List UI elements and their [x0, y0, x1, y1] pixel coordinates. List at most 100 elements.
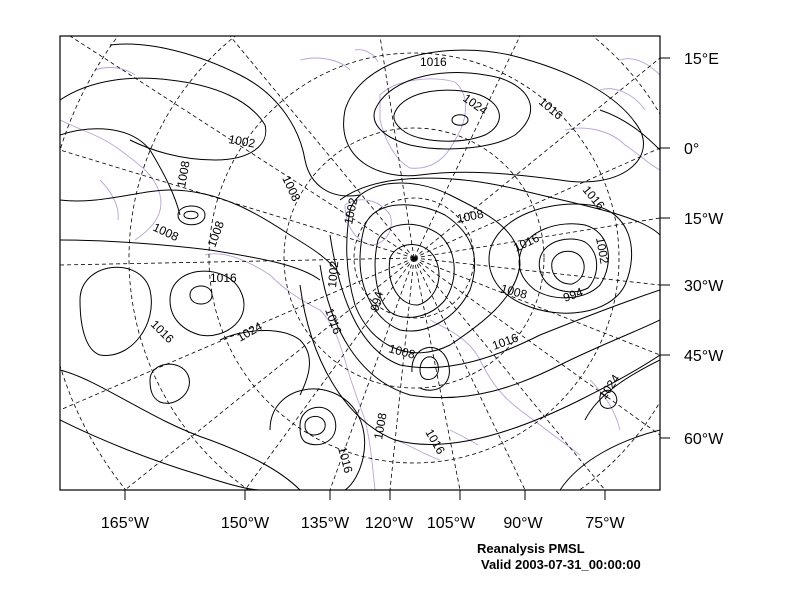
contour-line: [488, 203, 633, 314]
meridian-line: [379, 36, 415, 259]
contour-line: [374, 223, 455, 318]
lon-label-150w: 150°W: [221, 515, 270, 532]
contour-label: 994: [561, 285, 585, 305]
graticule: [60, 36, 660, 490]
meridian-line: [413, 257, 660, 436]
contour-line: [60, 189, 341, 276]
contour-line: [60, 369, 301, 490]
coastline-europe: [564, 58, 660, 171]
contour-line: [269, 388, 365, 490]
meridian-line: [329, 257, 415, 490]
contour-line: [299, 406, 337, 446]
lon-label-105w: 105°W: [427, 515, 476, 532]
contour-line: [79, 266, 152, 356]
contour-line: [451, 114, 469, 126]
contour-label: 994: [367, 289, 386, 312]
contour-line: [343, 49, 644, 183]
parallel-circle: [208, 52, 620, 464]
parallel-circle: [60, 36, 127, 490]
contour-label: 1008: [174, 159, 192, 188]
contour-line: [219, 330, 310, 396]
contour-label: 1008: [499, 281, 529, 302]
contour-line: [346, 182, 521, 354]
meridian-line: [413, 36, 521, 259]
lat-labels: 15°E 0° 15°W 30°W 45°W 60°W: [684, 51, 724, 448]
contour-line: [60, 239, 321, 281]
contour-line: [599, 109, 660, 151]
contour-line: [518, 223, 609, 299]
contour-line: [60, 128, 181, 216]
lon-labels: 165°W 150°W 135°W 120°W 105°W 90°W 75°W: [101, 515, 626, 532]
contour-line: [189, 285, 213, 305]
contour-label: 1024: [596, 372, 623, 402]
contour-line: [183, 210, 199, 220]
contour-line: [60, 77, 267, 161]
contour-line: [109, 43, 361, 197]
coastline-greenland: [379, 78, 466, 169]
contour-label: 1016: [210, 271, 237, 285]
lon-ticks: [124, 490, 606, 500]
contour-line: [559, 429, 660, 490]
meridian-line: [124, 257, 415, 490]
contour-label: 1002: [325, 260, 341, 288]
contour-line: [584, 359, 660, 421]
meridian-line: [229, 36, 415, 259]
contour-line: [319, 264, 660, 399]
contour-line: [329, 234, 660, 369]
contour-label: 1016: [420, 55, 447, 69]
contour-label: 1002: [341, 196, 360, 225]
meridian-line: [389, 257, 415, 490]
contour-label: 1016: [335, 445, 356, 475]
coastline-north-islands: [94, 49, 379, 76]
coastline-hudson: [344, 199, 392, 246]
contour-line: [359, 204, 476, 332]
contour-label: 1008: [387, 341, 417, 362]
contour-line: [599, 389, 618, 409]
coastline-east-shore: [429, 319, 621, 456]
meridian-line: [413, 257, 606, 490]
contour-line: [419, 356, 439, 380]
valid-time: Valid 2003-07-31_00:00:00: [481, 557, 641, 572]
contour-line: [411, 346, 450, 391]
meridian-line: [413, 257, 660, 356]
meridian-line: [413, 257, 526, 490]
lon-label-165w: 165°W: [101, 515, 150, 532]
pressure-contours: [60, 43, 660, 490]
parallel-circle: [283, 127, 545, 389]
contour-label: 1024: [235, 319, 265, 345]
contour-label: 1008: [279, 173, 303, 203]
meridian-line: [413, 257, 461, 490]
contour-line: [388, 244, 440, 306]
contour-line: [393, 89, 500, 142]
lat-label-45w: 45°W: [684, 348, 724, 365]
lon-label-120w: 120°W: [365, 515, 414, 532]
contour-line: [304, 416, 326, 436]
contour-label: 1016: [536, 95, 566, 123]
lat-label-0: 0°: [684, 141, 699, 158]
lat-label-15e: 15°E: [684, 51, 719, 68]
meridian-line: [69, 36, 415, 259]
lon-label-90w: 90°W: [503, 515, 543, 532]
lon-label-135w: 135°W: [301, 515, 350, 532]
contour-line: [149, 363, 190, 404]
contour-label: 1002: [593, 236, 611, 265]
contour-line: [551, 250, 585, 285]
lon-label-75w: 75°W: [585, 515, 625, 532]
lat-label-30w: 30°W: [684, 278, 724, 295]
contour-label: 1008: [151, 220, 181, 244]
contour-label: 1016: [148, 317, 177, 346]
meridian-line: [244, 257, 415, 490]
coastline-asia: [60, 119, 162, 241]
lat-label-15w: 15°W: [684, 211, 724, 228]
contour-line: [339, 177, 660, 236]
contour-label: 1008: [205, 219, 227, 249]
lat-label-60w: 60°W: [684, 431, 724, 448]
contour-line: [60, 419, 261, 490]
meridian-line: [60, 149, 415, 259]
meridian-line: [60, 257, 415, 266]
contour-label: 1016: [511, 231, 541, 255]
contour-label: 1008: [371, 411, 389, 440]
contour-label: 1016: [422, 427, 448, 457]
contour-line: [169, 270, 245, 337]
